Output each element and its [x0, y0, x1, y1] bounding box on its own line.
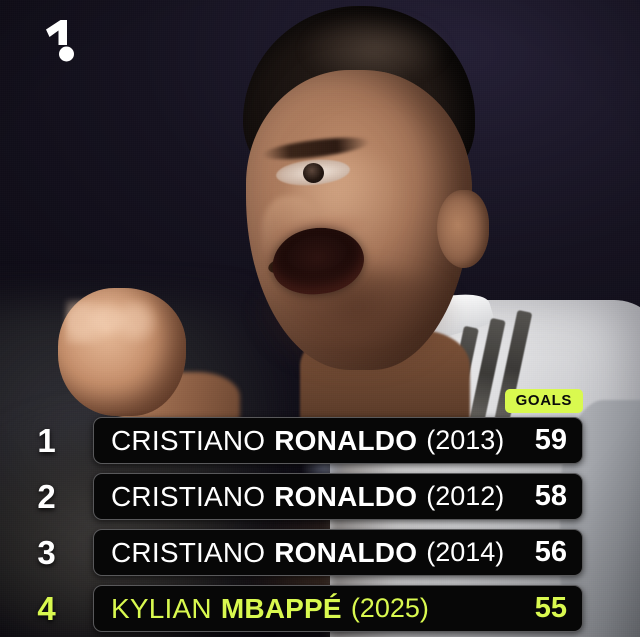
- player-last-name: RONALDO: [274, 536, 418, 568]
- rank-bar: KYLIAN MBAPPÉ (2025) 55: [93, 585, 583, 632]
- player-ear: [437, 190, 489, 268]
- rank-position: 1: [37, 422, 56, 459]
- player-last-name: RONALDO: [274, 480, 418, 512]
- season-year: (2025): [350, 593, 429, 623]
- goals-count: 55: [534, 592, 567, 624]
- rank-position: 2: [37, 478, 56, 515]
- player-knuckles: [66, 300, 162, 344]
- goals-count: 58: [534, 480, 567, 512]
- table-row[interactable]: 1 CRISTIANO RONALDO (2013) 59: [0, 417, 640, 464]
- rank-position: 3: [37, 534, 56, 571]
- player-last-name: MBAPPÉ: [220, 592, 342, 624]
- table-row-highlighted[interactable]: 4 KYLIAN MBAPPÉ (2025) 55: [0, 585, 640, 632]
- rank-bar: CRISTIANO RONALDO (2012) 58: [93, 473, 583, 520]
- table-row[interactable]: 3 CRISTIANO RONALDO (2014) 56: [0, 529, 640, 576]
- rank-bar: CRISTIANO RONALDO (2014) 56: [93, 529, 583, 576]
- player-first-name: CRISTIANO: [111, 424, 266, 456]
- rank-bar: CRISTIANO RONALDO (2013) 59: [93, 417, 583, 464]
- player-pupil: [303, 163, 324, 183]
- ranking-list: 1 CRISTIANO RONALDO (2013) 59 2 CRISTIAN…: [0, 417, 640, 637]
- season-year: (2013): [426, 425, 505, 455]
- goals-count: 56: [534, 536, 567, 568]
- goals-count: 59: [534, 424, 567, 456]
- onefootball-logo-icon: [36, 18, 78, 62]
- season-year: (2012): [426, 481, 505, 511]
- rank-position: 4: [37, 590, 56, 627]
- player-first-name: CRISTIANO: [111, 480, 266, 512]
- season-year: (2014): [426, 537, 505, 567]
- player-last-name: RONALDO: [274, 424, 418, 456]
- goals-column-badge: GOALS: [504, 389, 583, 413]
- player-first-name: CRISTIANO: [111, 536, 266, 568]
- table-row[interactable]: 2 CRISTIANO RONALDO (2012) 58: [0, 473, 640, 520]
- player-first-name: KYLIAN: [111, 592, 212, 624]
